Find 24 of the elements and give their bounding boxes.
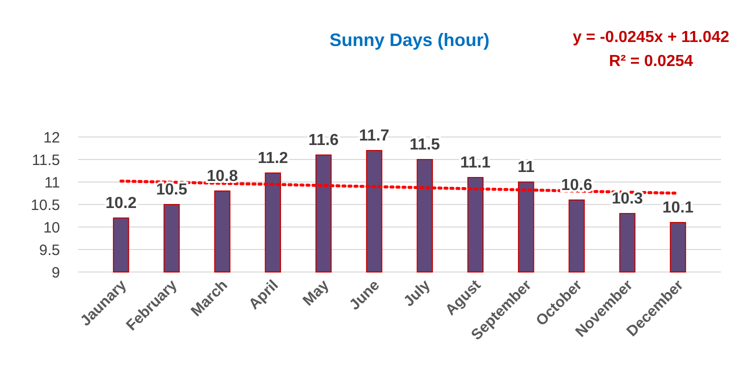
data-label: 10.6 (561, 177, 592, 194)
data-label: 10.3 (612, 190, 644, 208)
text: R² = 0.0254 (608, 53, 694, 70)
y-tick-label: 10.5 (30, 196, 60, 214)
y-tick-label: 9 (52, 264, 60, 282)
text: y = -0.0245x + 11.042 (572, 29, 730, 46)
y-tick-label: 12 (43, 129, 60, 146)
data-label: 11.7 (359, 128, 390, 144)
x-tick-label: May (300, 276, 333, 310)
data-label: 10.1 (662, 200, 694, 216)
data-label: 11.6 (308, 132, 339, 149)
data-label: 10.5 (156, 182, 188, 198)
data-label: 11.1 (460, 154, 491, 172)
data-label: 10.8 (206, 168, 238, 185)
y-tick-label: 11.5 (32, 152, 60, 169)
data-label: 10.2 (105, 195, 137, 212)
y-tick-label: 11 (44, 174, 60, 192)
chart-title: Sunny Days (hour) (329, 30, 490, 50)
x-tick-label: July (400, 276, 434, 310)
data-label: 11 (518, 159, 535, 176)
y-tick-label: 9.5 (39, 242, 60, 259)
data-label: 11.5 (410, 136, 440, 154)
y-tick-label: 10 (43, 219, 60, 236)
data-label: 11.2 (258, 150, 288, 167)
